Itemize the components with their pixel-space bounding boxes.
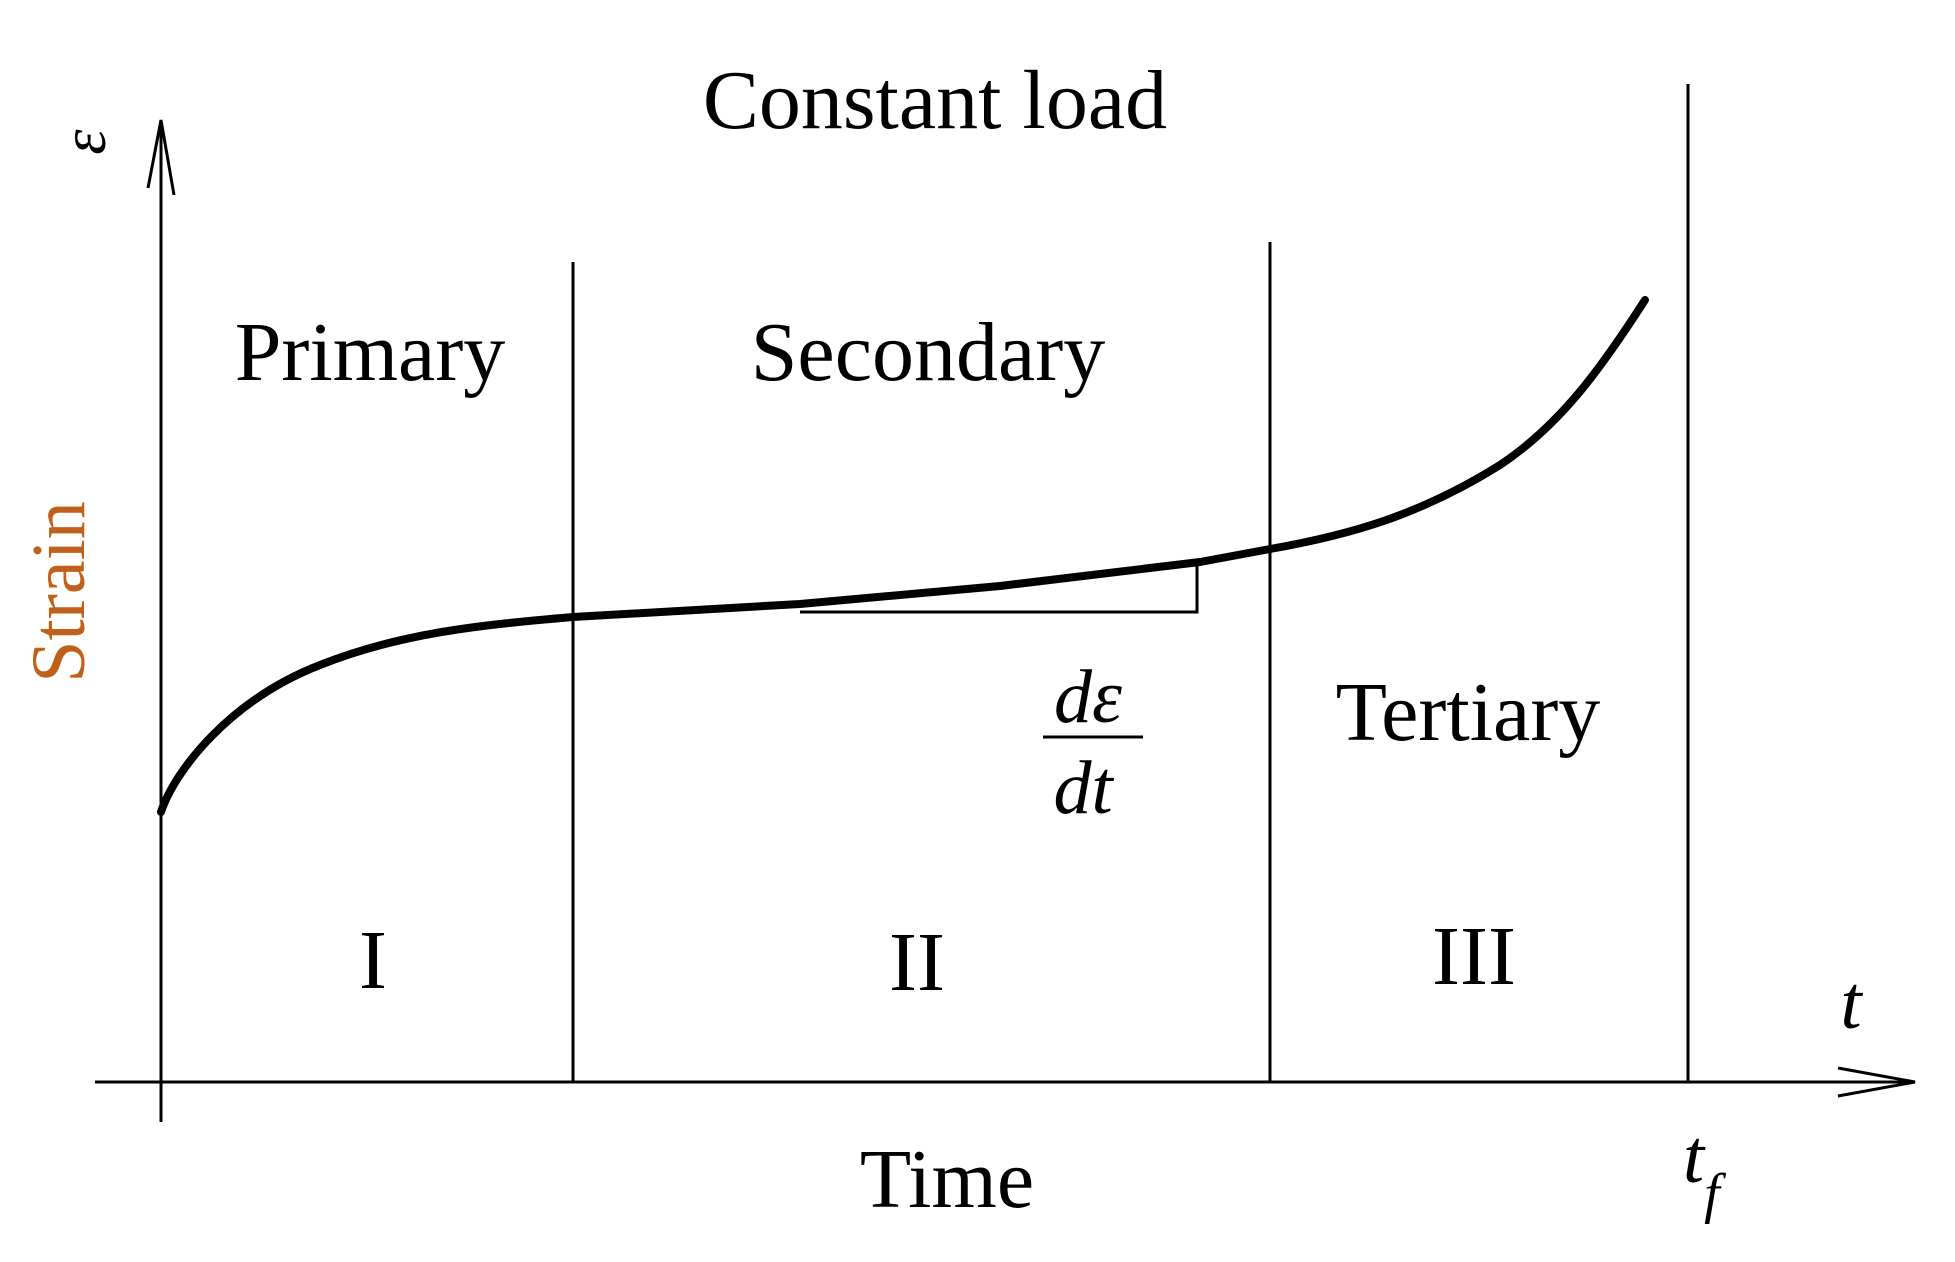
stage-name-primary: Primary [235,306,506,399]
x-axis-symbol: t [1840,961,1863,1045]
stage-numeral-ii: II [889,916,945,1009]
x-axis-arrowhead [1837,1066,1916,1098]
y-axis-symbol: ε [48,129,119,155]
stage-name-tertiary: Tertiary [1336,666,1601,759]
y-axis-label: Strain [17,501,101,683]
failure-time-subscript: f [1704,1163,1727,1225]
stage-name-secondary: Secondary [751,306,1106,399]
diagram-title: Constant load [703,54,1167,147]
failure-time-base: t [1683,1115,1706,1199]
slope-triangle [800,562,1199,614]
x-axis-label: Time [860,1133,1034,1226]
stage-numeral-iii: III [1432,910,1516,1003]
failure-time-label: tf [1683,1115,1727,1225]
y-axis-arrowhead [146,119,176,196]
slope-denominator: dt [1053,746,1114,830]
slope-numerator: dε [1054,655,1122,739]
stage-numeral-i: I [359,914,387,1007]
creep-curve [157,296,1649,816]
